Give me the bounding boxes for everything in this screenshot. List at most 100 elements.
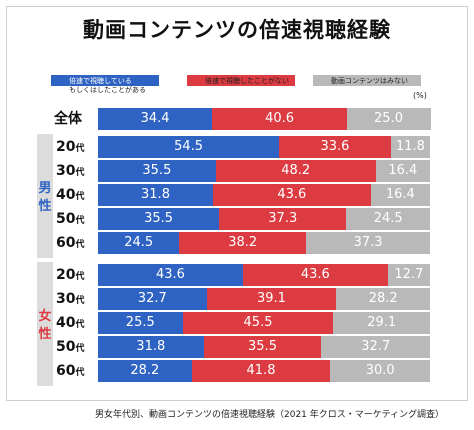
data-label: 28.2 bbox=[130, 363, 160, 378]
data-label: 35.5 bbox=[248, 339, 277, 354]
data-label: 11.8 bbox=[395, 139, 425, 154]
row-label: 40代 bbox=[56, 184, 96, 206]
row-label: 全体 bbox=[40, 108, 96, 130]
data-label: 16.4 bbox=[388, 163, 418, 178]
legend-label: 倍速で視聴している bbox=[69, 77, 132, 85]
bar-segment bbox=[179, 232, 307, 254]
row-label-suffix: 代 bbox=[75, 216, 85, 226]
data-label: 35.5 bbox=[144, 211, 174, 226]
data-label: 29.1 bbox=[367, 315, 397, 330]
row-label-suffix: 代 bbox=[75, 240, 85, 250]
row-label: 60代 bbox=[56, 232, 96, 254]
bar-segment bbox=[387, 264, 431, 286]
data-label: 38.2 bbox=[228, 235, 258, 250]
row-label-text: 20 bbox=[56, 267, 76, 283]
group-label: 男性 bbox=[37, 180, 53, 216]
row-label-suffix: 代 bbox=[75, 272, 85, 282]
bar-segment bbox=[219, 208, 347, 230]
bar-segment bbox=[279, 136, 392, 158]
row-label: 20代 bbox=[56, 264, 96, 286]
bar-segment bbox=[182, 312, 334, 334]
row-label-suffix: 代 bbox=[75, 296, 85, 306]
bar-segment bbox=[98, 136, 280, 158]
bar-segment bbox=[336, 288, 431, 310]
row-label-text: 60 bbox=[56, 363, 76, 379]
data-label: 43.6 bbox=[155, 267, 185, 282]
data-label: 28.2 bbox=[368, 291, 398, 306]
row-label: 40代 bbox=[56, 312, 96, 334]
legend-label: 倍速で視聴したことがない bbox=[205, 77, 289, 85]
bar-segment bbox=[333, 312, 431, 334]
data-label: 32.7 bbox=[361, 339, 391, 354]
row-label: 30代 bbox=[56, 288, 96, 310]
legend-label-line2: もしくはしたことがある bbox=[69, 86, 146, 94]
data-label: 41.8 bbox=[246, 363, 276, 378]
bar-segment bbox=[213, 184, 372, 206]
data-label: 45.5 bbox=[243, 315, 273, 330]
bar-segment bbox=[212, 108, 348, 130]
legend-swatch bbox=[313, 75, 421, 86]
row-label-text: 30 bbox=[56, 291, 76, 307]
data-label: 25.0 bbox=[374, 111, 403, 126]
data-label: 32.7 bbox=[137, 291, 167, 306]
data-label: 37.3 bbox=[268, 211, 298, 226]
bar-segment bbox=[215, 160, 377, 182]
bar-segment bbox=[98, 208, 220, 230]
bar-segment bbox=[98, 184, 214, 206]
group-box bbox=[37, 262, 53, 386]
bar-segment bbox=[98, 312, 184, 334]
data-label: 43.6 bbox=[300, 267, 330, 282]
row-label: 50代 bbox=[56, 208, 96, 230]
bar-segment bbox=[98, 160, 217, 182]
bar-segment bbox=[242, 264, 389, 286]
data-label: 30.0 bbox=[365, 363, 395, 378]
legend-swatch bbox=[51, 75, 159, 86]
data-label: 35.5 bbox=[142, 163, 172, 178]
data-label: 31.8 bbox=[141, 187, 170, 202]
data-label: 48.2 bbox=[281, 163, 311, 178]
bar-segment bbox=[191, 360, 331, 382]
chart-title: 動画コンテンツの倍速視聴経験 bbox=[83, 18, 391, 42]
bar-segment bbox=[370, 184, 431, 206]
row-label-suffix: 代 bbox=[75, 368, 85, 378]
row-label-suffix: 代 bbox=[75, 192, 85, 202]
group-label-char: 性 bbox=[38, 199, 52, 214]
row-label-text: 全体 bbox=[54, 111, 82, 127]
row-label-text: 30 bbox=[56, 163, 76, 179]
row-label-suffix: 代 bbox=[75, 344, 85, 354]
data-label: 54.5 bbox=[174, 139, 204, 154]
group-box bbox=[37, 134, 53, 258]
data-label: 31.8 bbox=[136, 339, 166, 354]
row-label-text: 40 bbox=[56, 187, 76, 203]
data-label: 43.6 bbox=[277, 187, 307, 202]
group-label-char: 性 bbox=[38, 327, 52, 342]
row-label-text: 40 bbox=[56, 315, 76, 331]
row-label-suffix: 代 bbox=[75, 144, 85, 154]
bar-segment bbox=[98, 232, 180, 254]
bar-segment bbox=[98, 336, 205, 358]
data-label: 34.4 bbox=[140, 111, 170, 126]
group-label-char: 男 bbox=[38, 181, 52, 196]
bar-segment bbox=[306, 232, 431, 254]
bar-segment bbox=[206, 288, 337, 310]
bar-segment bbox=[375, 160, 431, 182]
data-label: 24.5 bbox=[124, 235, 154, 250]
bar-segment bbox=[98, 264, 244, 286]
bar-segment bbox=[321, 336, 431, 358]
legend-label: 動画コンテンツはみない bbox=[331, 77, 408, 85]
bar-segment bbox=[346, 208, 431, 230]
group-label: 女性 bbox=[37, 308, 53, 344]
row-label-suffix: 代 bbox=[75, 320, 85, 330]
legend-swatch bbox=[187, 75, 295, 86]
bar-segment bbox=[390, 136, 431, 158]
bar-segment bbox=[203, 336, 322, 358]
bar-segment bbox=[98, 360, 193, 382]
data-label: 16.4 bbox=[385, 187, 415, 202]
row-label-text: 20 bbox=[56, 139, 76, 155]
chart-caption: 男女年代別、動画コンテンツの倍速視聴経験（2021 年クロス・マーケティング調査… bbox=[95, 410, 445, 420]
data-label: 37.3 bbox=[353, 235, 383, 250]
bar-segment bbox=[330, 360, 431, 382]
data-label: 39.1 bbox=[256, 291, 286, 306]
unit-label: (%) bbox=[413, 91, 427, 100]
row-label: 30代 bbox=[56, 160, 96, 182]
